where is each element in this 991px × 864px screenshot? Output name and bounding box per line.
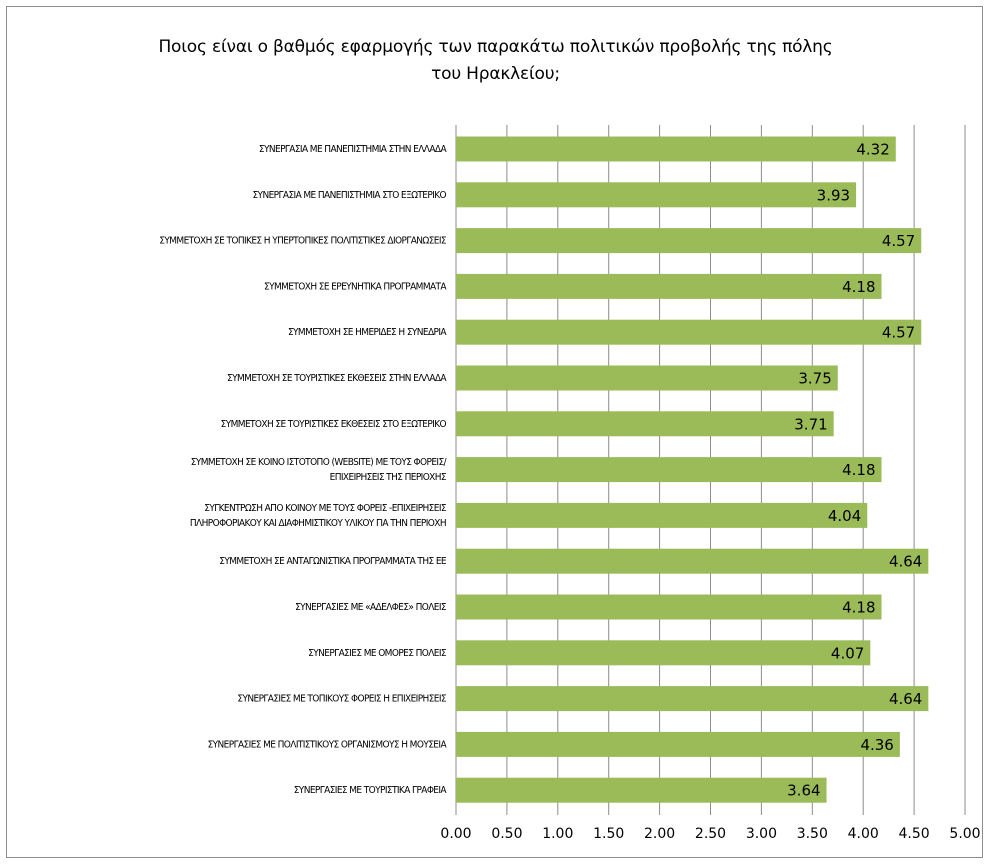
bar-value-label: 3.71 (794, 415, 827, 433)
category-label: ΣΥΝΕΡΓΑΣΙΕΣ ΜΕ ΟΜΟΡΕΣ ΠΟΛΕΙΣ (308, 648, 447, 659)
chart-title: Ποιος είναι ο βαθμός εφαρμογής των παρακ… (158, 37, 833, 84)
bar (456, 319, 922, 345)
bar (456, 686, 929, 712)
bar-value-label: 4.18 (842, 461, 875, 479)
bar (456, 594, 882, 620)
bar-value-label: 4.18 (842, 599, 875, 617)
category-label: ΣΥΝΕΡΓΑΣΙΑ ΜΕ ΠΑΝΕΠΙΣΤΗΜΙΑ ΣΤΟ ΕΞΩΤΕΡΙΚΟ (252, 190, 446, 201)
category-label: ΣΥΓΚΕΝΤΡΩΣΗ ΑΠΟ ΚΟΙΝΟΥ ΜΕ ΤΟΥΣ ΦΟΡΕΙΣ -Ε… (190, 503, 447, 529)
category-label: ΣΥΜΜΕΤΟΧΗ ΣΕ ΤΟΥΡΙΣΤΙΚΕΣ ΕΚΘΕΣΕΙΣ ΣΤΗΝ Ε… (227, 373, 447, 384)
category-label: ΣΥΜΜΕΤΟΧΗ ΣΕ ΕΡΕΥΝΗΤΙΚΑ ΠΡΟΓΡΑΜΜΑΤΑ (264, 281, 447, 292)
bar (456, 457, 882, 483)
value-labels: 4.32 3.93 4.57 4.18 4.57 3.75 3.71 4.18 4.04 4.64… (787, 141, 922, 800)
x-tick-label: 2.00 (644, 826, 675, 842)
x-axis-ticks: 0.00 0.50 1.00 1.50 2.00 2.50 3.00 3.50 4.00 4.50… (440, 826, 980, 842)
bar (456, 273, 882, 299)
category-label: ΣΥΝΕΡΓΑΣΙΕΣ ΜΕ ΤΟΠΙΚΟΥΣ ΦΟΡΕΙΣ Η ΕΠΙΧΕΙΡ… (237, 694, 447, 705)
bar (456, 136, 896, 162)
bar (456, 365, 838, 391)
category-label: ΣΥΜΜΕΤΟΧΗ ΣΕ ΚΟΙΝΟ ΙΣΤΟΤΟΠΟ (WEBSITE) ΜΕ… (191, 457, 448, 483)
x-tick-label: 3.50 (797, 826, 828, 842)
x-tick-label: 5.00 (949, 826, 980, 842)
x-tick-label: 4.00 (848, 826, 879, 842)
category-label: ΣΥΜΜΕΤΟΧΗ ΣΕ ΑΝΤΑΓΩΝΙΣΤΙΚΑ ΠΡΟΓΡΑΜΜΑΤΑ Τ… (219, 556, 447, 567)
bar (456, 182, 857, 208)
bar (456, 411, 834, 437)
bar-value-label: 4.64 (889, 690, 922, 708)
category-label: ΣΥΝΕΡΓΑΣΙΕΣ ΜΕ ΠΟΛΙΤΙΣΤΙΚΟΥΣ ΟΡΓΑΝΙΣΜΟΥΣ… (208, 739, 448, 750)
x-tick-label: 2.50 (695, 826, 726, 842)
bar-value-label: 3.75 (798, 370, 831, 388)
category-label: ΣΥΜΜΕΤΟΧΗ ΣΕ ΤΟΥΡΙΣΤΙΚΕΣ ΕΚΘΕΣΕΙΣ ΣΤΟ ΕΞ… (221, 419, 447, 430)
x-tick-label: 1.50 (593, 826, 624, 842)
bar (456, 640, 871, 666)
category-label: ΣΥΜΜΕΤΟΧΗ ΣΕ ΗΜΕΡΙΔΕΣ Η ΣΥΝΕΔΡΙΑ (288, 327, 447, 338)
bar (456, 731, 900, 757)
category-labels: ΣΥΝΕΡΓΑΣΙΑ ΜΕ ΠΑΝΕΠΙΣΤΗΜΙΑ ΣΤΗΝ ΕΛΛΑΔΑ ΣΥ… (159, 144, 448, 796)
bar (456, 777, 827, 803)
bar (456, 228, 922, 254)
bar-value-label: 4.18 (842, 278, 875, 296)
x-tick-label: 4.50 (899, 826, 930, 842)
bar-value-label: 3.93 (817, 186, 850, 204)
category-label: ΣΥΝΕΡΓΑΣΙΕΣ ΜΕ «ΑΔΕΛΦΕΣ» ΠΟΛΕΙΣ (295, 602, 447, 613)
bar-value-label: 4.57 (882, 232, 915, 250)
bar-value-label: 4.07 (831, 644, 864, 662)
bar-value-label: 3.64 (787, 782, 820, 800)
x-tick-label: 1.00 (542, 826, 573, 842)
bars (456, 136, 929, 803)
category-label: ΣΥΜΜΕΤΟΧΗ ΣΕ ΤΟΠΙΚΕΣ Η ΥΠΕΡΤΟΠΙΚΕΣ ΠΟΛΙΤ… (159, 236, 447, 247)
bar-value-label: 4.04 (828, 507, 861, 525)
category-label: ΣΥΝΕΡΓΑΣΙΑ ΜΕ ΠΑΝΕΠΙΣΤΗΜΙΑ ΣΤΗΝ ΕΛΛΑΔΑ (259, 144, 448, 155)
bar-value-label: 4.57 (882, 324, 915, 342)
bar-value-label: 4.32 (856, 141, 889, 159)
category-label: ΣΥΝΕΡΓΑΣΙΕΣ ΜΕ ΤΟΥΡΙΣΤΙΚΑ ΓΡΑΦΕΙΑ (294, 785, 448, 796)
bar-value-label: 4.64 (889, 553, 922, 571)
bar (456, 548, 929, 574)
x-tick-label: 0.50 (491, 826, 522, 842)
x-tick-label: 3.00 (746, 826, 777, 842)
bar (456, 502, 868, 528)
x-tick-label: 0.00 (440, 826, 471, 842)
bar-value-label: 4.36 (860, 736, 893, 754)
